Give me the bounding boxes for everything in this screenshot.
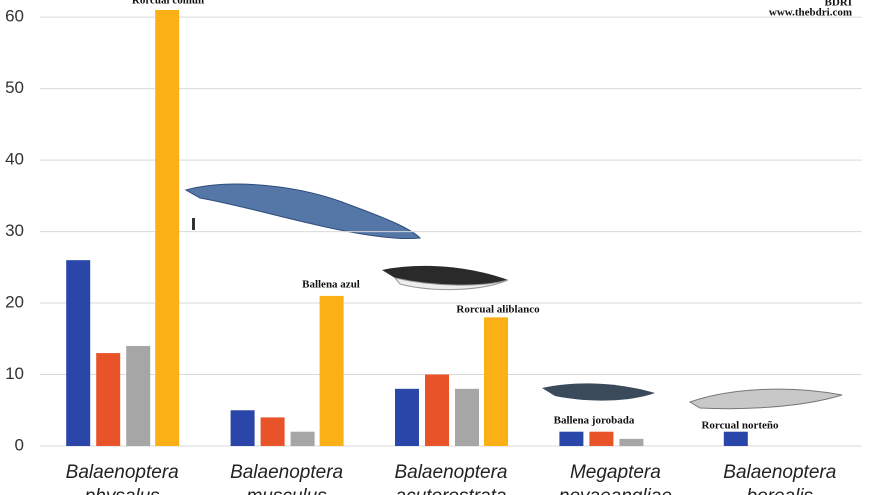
y-tick-label: 20 [5,293,24,312]
x-tick-label: borealis [747,486,814,495]
annotation: Rorcual norteño [701,420,779,432]
x-tick-label: Megaptera [570,462,661,483]
bar [319,295,344,446]
x-tick-label: novaeangliae [559,486,672,495]
bar [425,374,449,446]
bar [619,438,644,446]
y-tick-label: 60 [5,7,24,26]
annotation: Rorcual común [132,0,204,7]
bar [395,388,419,446]
annotation: Rorcual aliblanco [456,304,540,316]
annotation: Ballena azul [302,279,360,291]
y-tick-label: 0 [15,435,24,454]
bar [155,10,180,447]
x-tick-label: Balaenoptera [66,462,179,483]
bar [126,345,151,446]
bar [589,431,614,446]
y-tick-label: 50 [5,78,24,97]
bar [559,431,584,446]
bar [260,417,285,446]
whale-illustrations [184,183,843,410]
x-tick-label: acutorostrata [396,486,507,495]
bar [455,388,479,446]
bar [230,410,255,446]
annotation: BDRI [824,0,852,9]
x-tick-label: Balaenoptera [723,462,836,483]
bar [484,317,508,446]
y-tick-label: 30 [5,221,24,240]
y-tick-label: 10 [5,364,24,383]
x-tick-label: musculus [246,486,327,495]
y-tick-label: 40 [5,150,24,169]
x-tick-label: physalus [84,486,160,495]
bar [96,353,121,446]
x-tick-label: Balaenoptera [394,462,507,483]
bar [290,431,315,446]
annotation: www.thebdri.com [769,7,852,19]
bar [66,260,91,446]
annotation: Ballena jorobada [554,415,635,427]
x-tick-label: Balaenoptera [230,462,343,483]
bar [723,431,748,446]
